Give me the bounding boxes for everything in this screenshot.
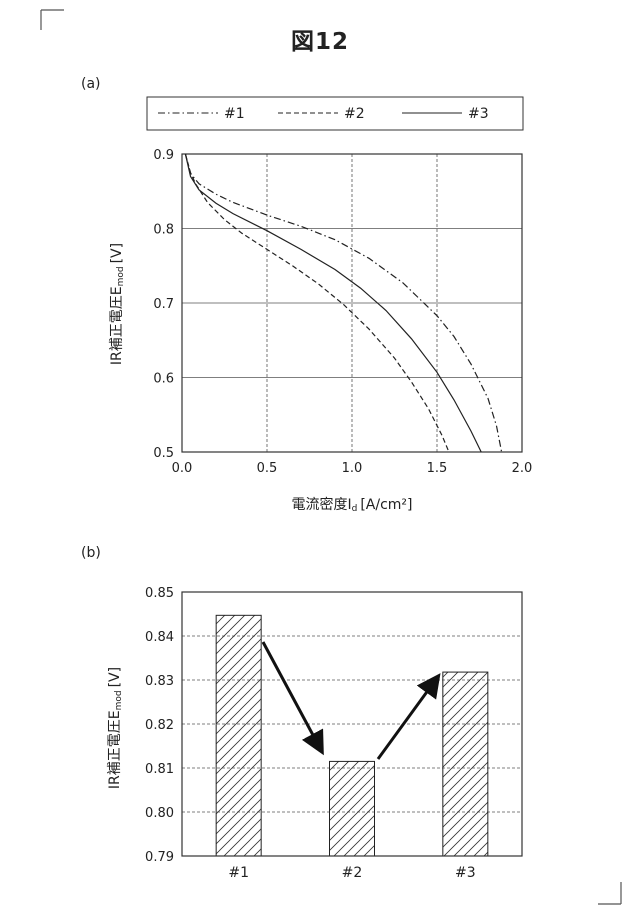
y-axis-title: IR補正電圧Emod[V]	[109, 243, 126, 365]
panel-a-label: (a)	[81, 76, 101, 92]
series-line-2	[184, 153, 450, 453]
y-tick-label: 0.6	[153, 372, 174, 387]
arrow-up	[376, 673, 441, 760]
x-axis-title: 電流密度Id [A/cm²]	[291, 496, 412, 514]
arrow-down	[261, 641, 324, 756]
y-tick-label: 0.84	[145, 630, 174, 645]
x-tick-label: 1.0	[342, 461, 363, 476]
y-tick-label: 0.5	[153, 446, 174, 461]
x-tick-label: #2	[342, 865, 363, 881]
tick-labels: 0.50.60.70.80.90.0 0.5 1.0 1.5 2.0	[153, 148, 532, 476]
y-tick-label: 0.9	[153, 148, 174, 163]
y-axis-title: IR補正電圧Emod[V]	[107, 667, 124, 789]
figure-title: 図12	[290, 29, 349, 55]
y-tick-label: 0.82	[145, 718, 174, 733]
y-tick-label: 0.83	[145, 674, 174, 689]
y-tick-label: 0.79	[145, 850, 174, 865]
y-tick-label: 0.81	[145, 762, 174, 777]
bar-3	[442, 671, 489, 857]
legend: #1 #2 #3	[158, 106, 489, 122]
x-tick-label: #3	[455, 865, 476, 881]
x-tick-label: 0.5	[257, 461, 278, 476]
plot-frame	[181, 591, 523, 857]
y-tick-label: 0.7	[153, 297, 174, 312]
x-tick-label: 0.0	[172, 461, 193, 476]
legend-label-2: #2	[344, 106, 365, 122]
x-tick-label: 2.0	[512, 461, 533, 476]
bar-1	[215, 614, 262, 857]
legend-label-1: #1	[224, 106, 245, 122]
y-tick-label: 0.80	[145, 806, 174, 821]
bars	[215, 614, 489, 857]
y-tick-label: 0.85	[145, 586, 174, 601]
series-line-1	[184, 153, 503, 453]
panel-b-label: (b)	[81, 545, 101, 561]
legend-label-3: #3	[468, 106, 489, 122]
bar-2	[329, 760, 375, 857]
x-tick-label: 1.5	[427, 461, 448, 476]
plot-frame	[181, 153, 523, 453]
tick-labels: 0.79 0.80 0.81 0.82 0.83 0.84 0.85 #1 #2 #3	[145, 586, 476, 881]
legend-box	[146, 96, 524, 131]
series-lines	[184, 153, 503, 453]
series-line-3	[184, 153, 482, 453]
y-tick-label: 0.8	[153, 223, 174, 238]
bar-chart: 0.79 0.80 0.81 0.82 0.83 0.84 0.85 #1 #2 #3 IR補正電…	[107, 586, 523, 881]
x-tick-label: #1	[228, 865, 249, 881]
gridlines	[182, 154, 522, 452]
line-chart: #1 #2 #3 0.50.60.70.80.90.0 0.5 1.0 1.5 2.0 電流…	[109, 96, 532, 514]
